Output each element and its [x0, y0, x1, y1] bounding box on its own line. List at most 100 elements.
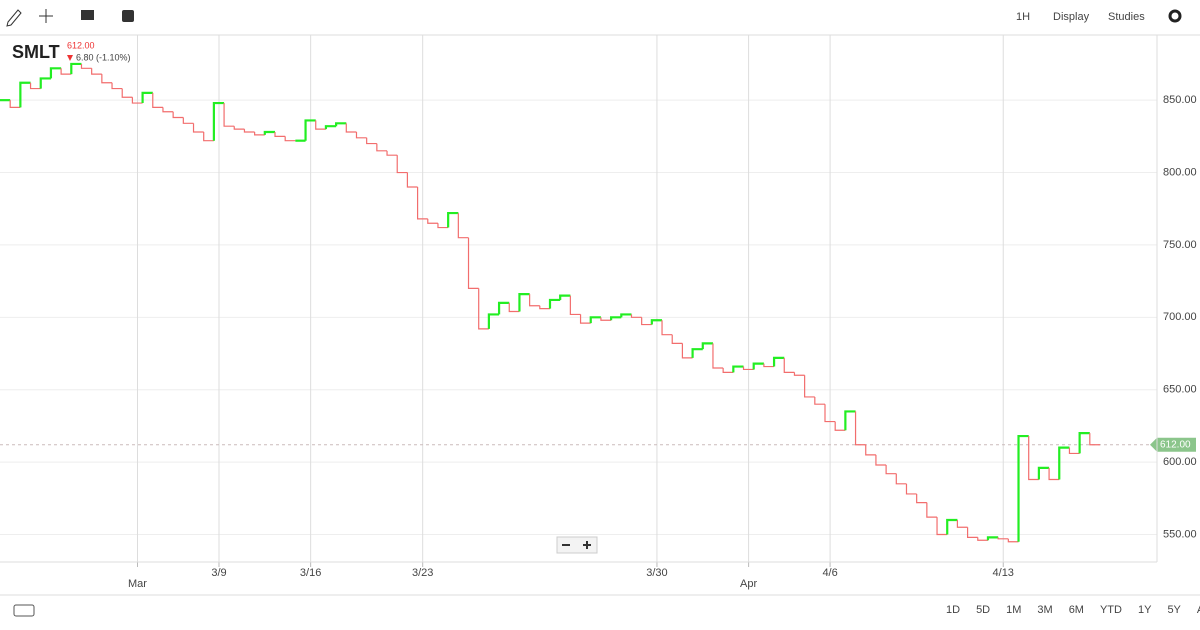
step	[529, 294, 540, 307]
range-button[interactable]: 3M	[1037, 604, 1052, 616]
y-tick-label: 700.00	[1163, 311, 1197, 323]
step	[152, 92, 163, 108]
symbol: SMLT	[12, 42, 60, 62]
step	[804, 375, 815, 398]
step	[681, 343, 693, 359]
step	[345, 123, 357, 133]
display-button[interactable]: Display	[1053, 11, 1090, 23]
step	[141, 91, 153, 104]
step	[569, 295, 581, 316]
step	[315, 120, 326, 130]
step	[478, 288, 489, 330]
step	[223, 103, 235, 127]
plot-area: 550.00 600.00 650.00 700.00 750.00 800.00 850.…	[0, 35, 1197, 590]
step	[630, 314, 642, 318]
step	[192, 123, 204, 133]
step	[121, 88, 133, 98]
range-button[interactable]: 5Y	[1167, 604, 1181, 616]
step	[854, 411, 866, 446]
range-button[interactable]: 6M	[1069, 604, 1084, 616]
step	[182, 117, 194, 124]
y-tick-label: 750.00	[1163, 239, 1197, 251]
step	[722, 367, 734, 373]
step	[1028, 436, 1039, 481]
step	[263, 130, 275, 135]
step	[49, 67, 62, 79]
step	[814, 396, 825, 405]
range-button[interactable]: 1M	[1006, 604, 1021, 616]
step	[742, 366, 754, 371]
step	[91, 68, 102, 75]
step	[355, 132, 367, 139]
step	[620, 313, 632, 318]
step	[254, 132, 265, 136]
step	[783, 357, 795, 373]
y-tick-label: 650.00	[1163, 384, 1197, 396]
step	[172, 111, 184, 119]
step	[304, 119, 316, 141]
range-button[interactable]: 1D	[946, 604, 960, 616]
x-tick-label: 4/6	[822, 567, 837, 579]
range-button[interactable]: 5D	[976, 604, 990, 616]
crosshair-icon[interactable]	[39, 9, 53, 23]
y-tick-label: 850.00	[1163, 94, 1197, 106]
step	[131, 97, 143, 104]
step	[946, 518, 958, 535]
step	[793, 372, 805, 376]
settings-icon[interactable]	[1168, 9, 1182, 23]
step	[60, 68, 72, 75]
step	[101, 74, 113, 84]
step	[111, 82, 123, 90]
step	[284, 136, 296, 142]
step	[600, 317, 612, 321]
y-tick-label: 550.00	[1163, 528, 1197, 540]
step	[203, 132, 214, 142]
range-button[interactable]: 1Y	[1138, 604, 1152, 616]
step	[997, 537, 1009, 540]
step	[1078, 432, 1090, 454]
x-tick-label: 3/23	[412, 567, 433, 579]
draw-icon[interactable]	[6, 9, 22, 27]
step	[233, 126, 245, 130]
step	[610, 316, 622, 321]
step	[162, 107, 174, 113]
interval-button[interactable]: 1H	[1016, 11, 1030, 23]
step	[243, 129, 255, 133]
step	[712, 343, 724, 369]
step	[487, 313, 500, 329]
step	[335, 122, 347, 127]
y-tick-label: 600.00	[1163, 456, 1197, 468]
step	[732, 365, 744, 373]
step	[457, 213, 469, 239]
step	[752, 362, 764, 370]
step	[895, 473, 907, 485]
step	[671, 334, 683, 344]
step	[824, 404, 836, 423]
step	[763, 363, 775, 368]
step	[905, 483, 917, 495]
zoom-in[interactable]	[583, 541, 591, 549]
step	[865, 444, 876, 456]
step	[324, 125, 337, 130]
step	[212, 101, 225, 141]
step	[589, 316, 601, 324]
quote-price: 612.00	[67, 40, 95, 50]
step	[936, 517, 948, 536]
studies-button[interactable]: Studies	[1108, 11, 1145, 23]
step	[518, 293, 530, 312]
range-button[interactable]: YTD	[1100, 604, 1122, 616]
step	[701, 342, 713, 350]
step	[1007, 538, 1019, 543]
step	[1017, 434, 1029, 542]
range-button[interactable]: All	[1197, 604, 1200, 616]
annotation-icon[interactable]	[81, 10, 94, 20]
step	[916, 493, 927, 504]
step	[427, 218, 438, 224]
step	[579, 314, 591, 324]
step	[926, 502, 938, 518]
step	[19, 81, 31, 108]
calendar-icon[interactable]	[122, 10, 134, 22]
step	[274, 132, 286, 137]
keyboard-icon[interactable]	[13, 604, 35, 617]
